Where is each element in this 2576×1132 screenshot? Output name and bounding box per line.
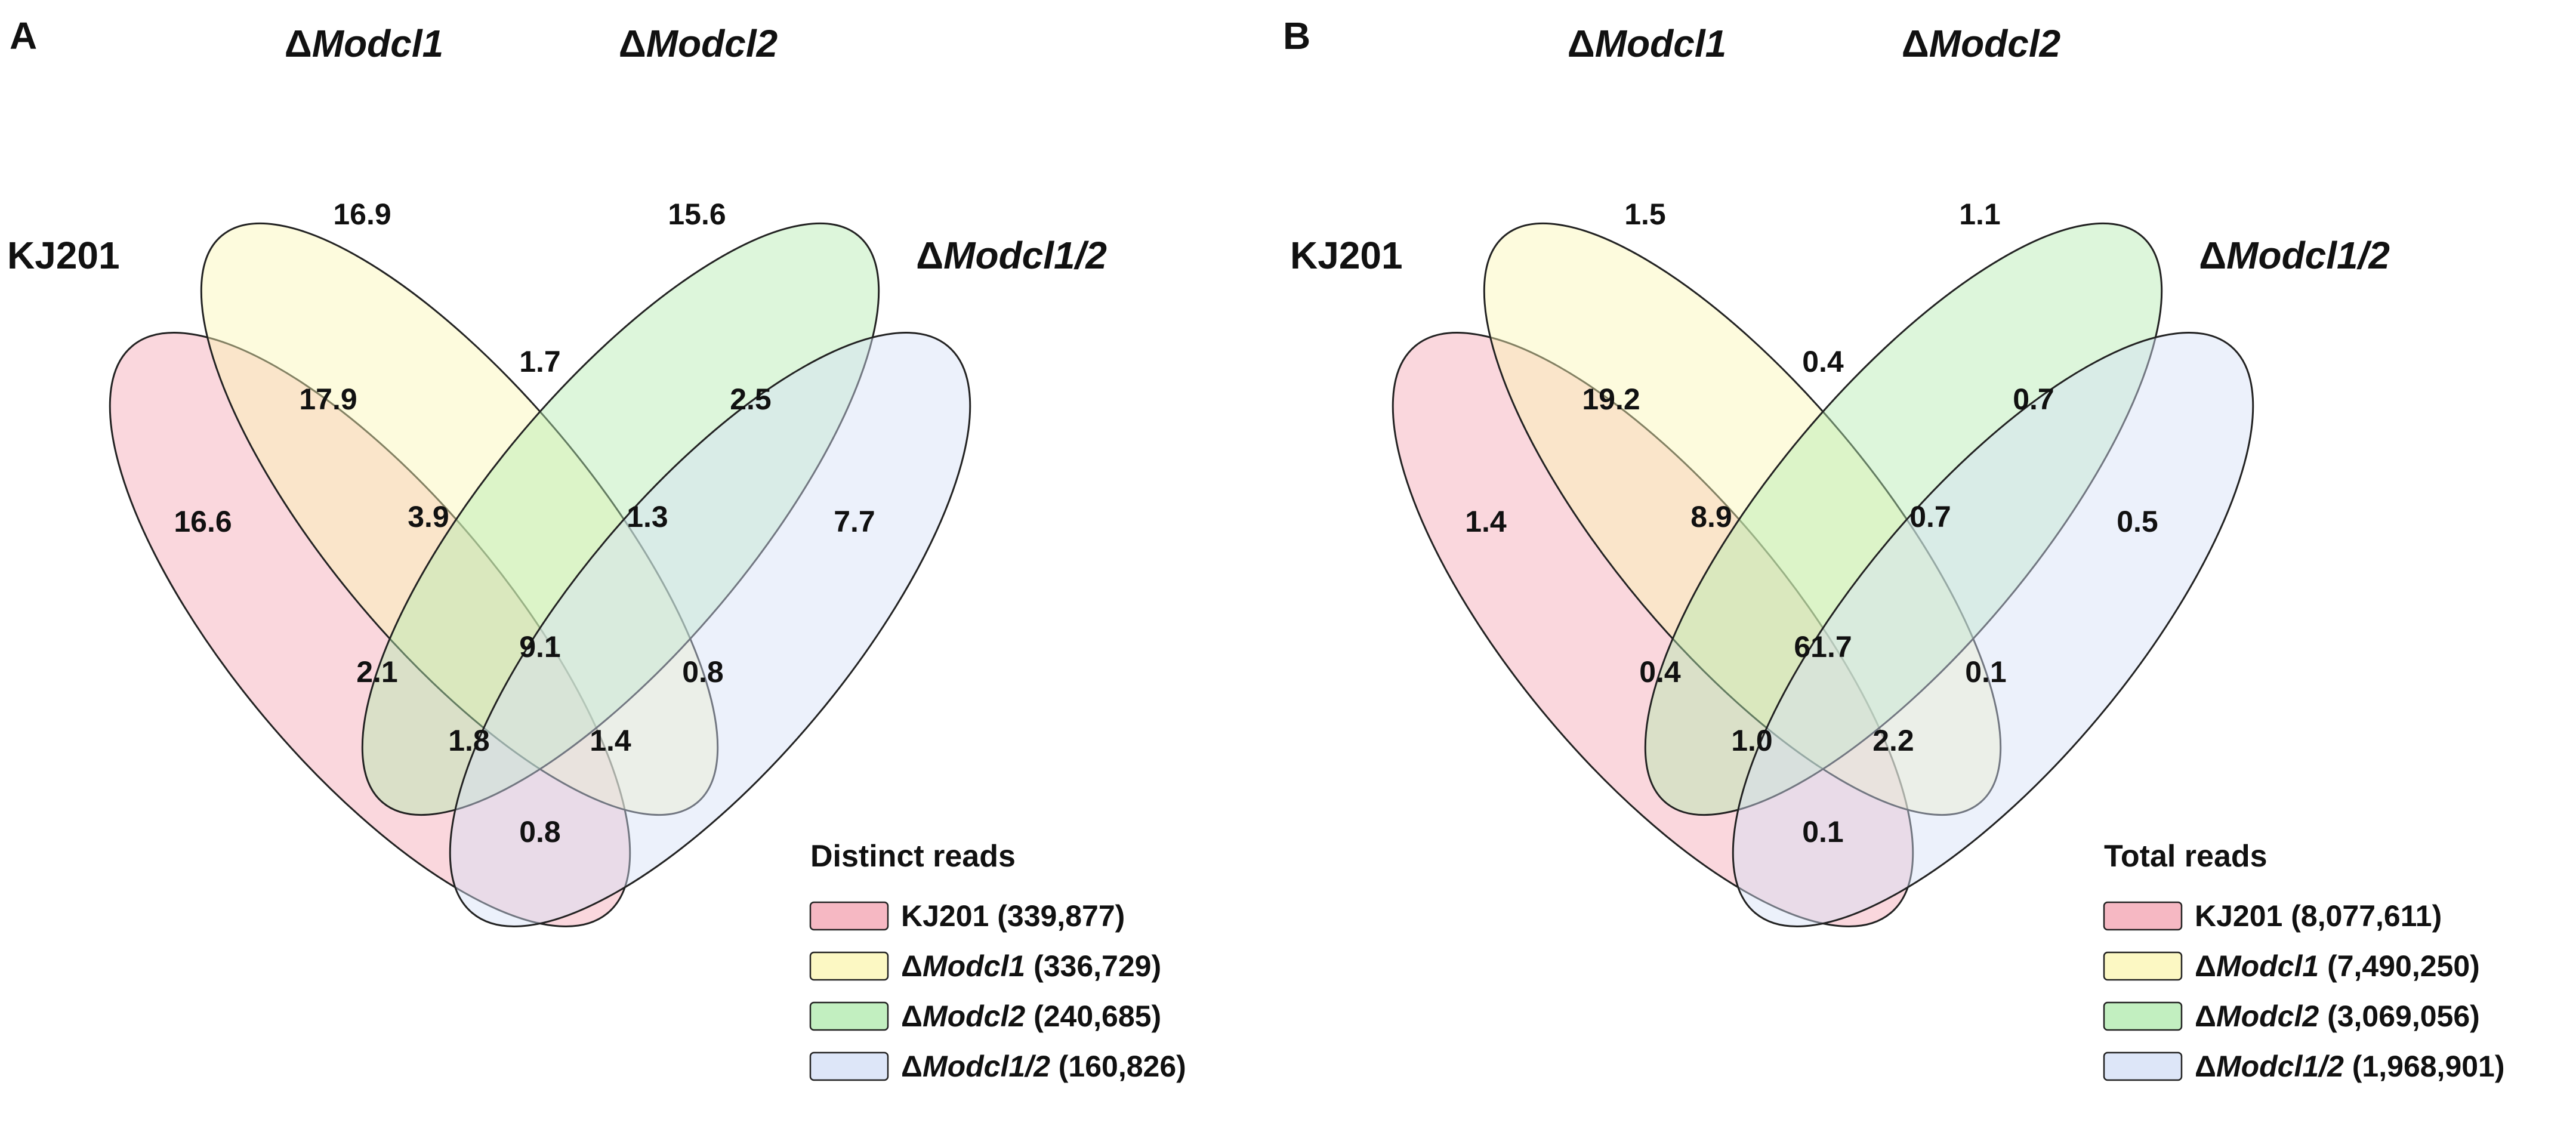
legend-title: Distinct reads [810, 839, 1016, 874]
region-value-all: 61.7 [1794, 630, 1852, 664]
region-value-m1-m2: 1.7 [519, 345, 561, 378]
label-modcl12: ΔModcl1/2 [2199, 234, 2390, 277]
modcl2-ellipse [1644, 222, 2163, 816]
region-value-all: 9.1 [519, 630, 561, 664]
region-value-modcl12-only: 0.5 [2117, 505, 2158, 538]
legend-swatch-1 [809, 951, 889, 981]
region-value-m2-m12: 2.5 [730, 383, 772, 416]
legend-swatch-3 [2103, 1051, 2183, 1081]
region-value-kj201-only: 16.6 [174, 505, 232, 538]
label-modcl12: ΔModcl1/2 [916, 234, 1107, 277]
legend-swatch-3 [809, 1051, 889, 1081]
region-value-m2-m12: 0.7 [2013, 383, 2054, 416]
venn-svg: A KJ201 ΔModcl1 ΔModcl2 ΔModcl1/2 16.6 16.9 15.… [7, 14, 1186, 1083]
region-value-kj-m1-m2: 8.9 [1690, 500, 1732, 533]
kj201-ellipse [109, 332, 631, 927]
modcl1-ellipse [200, 222, 719, 816]
region-value-modcl2-only: 1.1 [1959, 198, 2001, 231]
label-modcl2: ΔModcl2 [619, 22, 778, 65]
legend-entry-0: KJ201 (8,077,611) [2195, 899, 2442, 933]
legend-entry-0: KJ201 (339,877) [901, 899, 1125, 933]
legend-swatch-0 [2103, 901, 2183, 931]
venn-panel-b: B KJ201 ΔModcl1 ΔModcl2 ΔModcl1/2 1.4 1.5 1.1 0.… [1283, 0, 2571, 1132]
region-value-kj-m12-m1: 1.0 [1731, 724, 1773, 757]
region-value-modcl12-only: 7.7 [834, 505, 875, 538]
legend-entry-3: ΔModcl1/2 (1,968,901) [2195, 1050, 2505, 1083]
region-value-modcl1-only: 16.9 [333, 198, 391, 231]
legend-title: Total reads [2104, 839, 2268, 874]
region-value-m1-m2-m12: 1.3 [627, 500, 668, 533]
venn-panel-a: A KJ201 ΔModcl1 ΔModcl2 ΔModcl1/2 16.6 16.9 15.… [7, 14, 1186, 1083]
legend-entry-3: ΔModcl1/2 (160,826) [901, 1050, 1186, 1083]
region-value-kj-m1-m12: 2.1 [356, 655, 398, 689]
legend-swatch-1 [2103, 951, 2183, 981]
label-modcl1: ΔModcl1 [1568, 22, 1726, 65]
panel-letter: B [1283, 14, 1310, 57]
modcl12-ellipse [449, 332, 971, 927]
legend-entry-1: ΔModcl1 (336,729) [901, 949, 1161, 983]
label-modcl1: ΔModcl1 [285, 22, 443, 65]
region-value-modcl2-only: 15.6 [668, 198, 726, 231]
legend-entry-2: ΔModcl2 (3,069,056) [2195, 1000, 2480, 1033]
region-value-kj-m1: 19.2 [1582, 383, 1640, 416]
panel-letter: A [10, 14, 37, 57]
region-value-kj-m1-m2: 3.9 [408, 500, 449, 533]
label-modcl2: ΔModcl2 [1902, 22, 2060, 65]
region-value-kj-m12: 0.1 [1802, 815, 1844, 849]
region-value-kj-m12: 0.8 [519, 815, 561, 849]
region-value-m1-m2: 0.4 [1802, 345, 1844, 378]
region-value-kj-m12-m1: 1.8 [448, 724, 490, 757]
venn-svg: B KJ201 ΔModcl1 ΔModcl2 ΔModcl1/2 1.4 1.5 1.1 0.… [1283, 14, 2505, 1083]
region-value-m1-m12: 0.1 [1965, 655, 2007, 689]
modcl1-ellipse [1483, 222, 2002, 816]
region-value-m1-m12: 0.8 [682, 655, 724, 689]
label-kj201: KJ201 [7, 234, 120, 277]
legend-entry-2: ΔModcl2 (240,685) [901, 1000, 1161, 1033]
region-value-kj201-only: 1.4 [1465, 505, 1507, 538]
region-value-kj-m1: 17.9 [299, 383, 357, 416]
legend-entry-1: ΔModcl1 (7,490,250) [2195, 949, 2480, 983]
region-value-kj-m2-m12: 2.2 [1872, 724, 1914, 757]
modcl2-ellipse [361, 222, 880, 816]
region-value-modcl1-only: 1.5 [1624, 198, 1666, 231]
legend-swatch-2 [809, 1001, 889, 1031]
kj201-ellipse [1392, 332, 1914, 927]
modcl12-ellipse [1732, 332, 2254, 927]
region-value-kj-m2-m12: 1.4 [590, 724, 631, 757]
legend-swatch-2 [2103, 1001, 2183, 1031]
region-value-m1-m2-m12: 0.7 [1909, 500, 1951, 533]
label-kj201: KJ201 [1290, 234, 1403, 277]
legend-swatch-0 [809, 901, 889, 931]
region-value-kj-m1-m12: 0.4 [1639, 655, 1681, 689]
